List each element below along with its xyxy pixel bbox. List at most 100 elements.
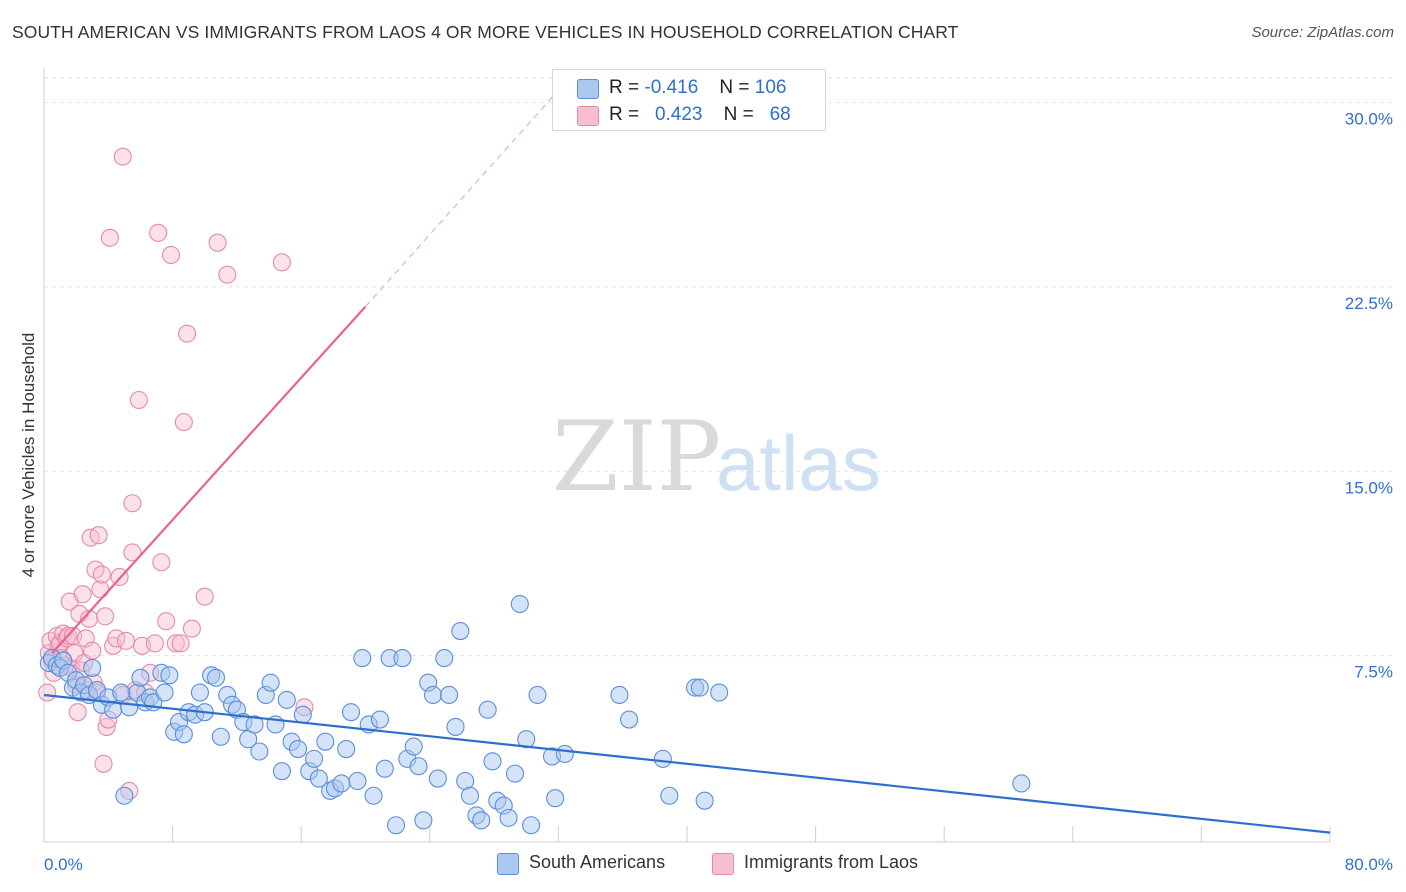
south-american-point	[404, 737, 423, 756]
south-american-point	[505, 764, 525, 783]
south-american-point	[446, 717, 465, 736]
laos-point	[152, 553, 171, 572]
laos-point	[92, 565, 111, 584]
south-american-point	[160, 666, 179, 685]
laos-point	[116, 631, 136, 650]
south-american-point	[393, 649, 412, 668]
south-american-point	[190, 683, 209, 702]
south-american-point	[341, 703, 361, 722]
laos-point	[83, 641, 102, 660]
laos-trend-extension	[365, 89, 559, 307]
laos-point	[100, 228, 119, 247]
y-tick-label: 30.0%	[1345, 110, 1393, 129]
south-american-point	[206, 668, 226, 687]
south-american-point	[710, 683, 729, 702]
south-american-point	[409, 757, 428, 776]
laos-point	[68, 703, 87, 722]
laos-point	[157, 612, 176, 631]
south-american-point	[353, 649, 372, 668]
south-american-point	[555, 744, 574, 764]
south-american-point	[386, 816, 406, 835]
axes	[43, 68, 1331, 843]
south-american-trend-line	[43, 693, 1331, 834]
south-american-point	[695, 791, 714, 810]
laos-point	[96, 607, 115, 626]
south-american-point	[451, 622, 470, 641]
south-american-point	[690, 678, 709, 697]
south-american-point	[546, 789, 565, 808]
x-tick-label: 80.0%	[1345, 855, 1393, 874]
pink-swatch	[712, 853, 734, 875]
south-american-point	[83, 658, 102, 677]
y-tick-label: 22.5%	[1345, 294, 1393, 313]
y-tick-label: 15.0%	[1345, 478, 1393, 497]
south-american-point	[155, 683, 174, 702]
south-american-point	[288, 740, 308, 759]
south-american-point	[370, 710, 390, 729]
laos-point	[38, 683, 57, 702]
south-american-point	[435, 649, 454, 668]
south-american-point	[510, 594, 529, 614]
y-axis-title: 4 or more Vehicles in Household	[19, 333, 38, 578]
source-label: Source: ZipAtlas.com	[1251, 24, 1394, 41]
laos-point	[89, 526, 108, 545]
laos-point	[166, 634, 185, 653]
south-american-point	[348, 771, 367, 791]
laos-point	[113, 147, 132, 166]
south-american-point	[332, 774, 351, 793]
south-american-point	[460, 786, 480, 805]
series-label: Immigrants from Laos	[744, 852, 919, 872]
laos-point	[161, 245, 181, 265]
south-american-point	[250, 742, 269, 761]
south-american-point	[309, 769, 328, 788]
south-american-point	[528, 685, 547, 705]
south-american-point	[414, 811, 433, 830]
laos-point	[129, 390, 148, 410]
south-american-point	[522, 816, 541, 835]
r-value: -0.416	[644, 77, 699, 98]
south-american-point	[660, 786, 679, 805]
south-american-point	[131, 668, 150, 687]
pink-swatch	[577, 106, 599, 126]
laos-point	[174, 413, 193, 432]
south-american-point	[472, 811, 491, 830]
south-american-point	[423, 685, 443, 705]
laos-point	[123, 543, 142, 562]
south-american-point	[272, 762, 291, 781]
laos-point	[171, 634, 190, 653]
south-american-point	[375, 759, 394, 778]
laos-point	[94, 754, 113, 773]
laos-trend-line	[51, 305, 367, 654]
laos-point	[79, 609, 99, 628]
laos-point	[218, 265, 237, 284]
series-label: South Americans	[529, 852, 666, 872]
laos-point	[272, 253, 291, 272]
south-american-point	[337, 740, 356, 759]
chart-title: SOUTH AMERICAN VS IMMIGRANTS FROM LAOS 4…	[12, 22, 959, 42]
n-label: N =	[723, 104, 754, 125]
south-american-point	[305, 749, 324, 768]
trend-lines	[43, 89, 1331, 834]
blue-swatch	[497, 853, 519, 875]
blue-swatch	[577, 79, 599, 99]
laos-point	[145, 634, 164, 653]
laos-point	[208, 233, 227, 252]
south-american-point	[610, 685, 629, 705]
south-american-point	[211, 727, 230, 746]
south-american-point	[1012, 774, 1031, 793]
x-tick-label: 0.0%	[44, 855, 83, 874]
gridlines	[44, 77, 1395, 657]
south-american-point	[261, 673, 280, 692]
south-american-point	[478, 700, 497, 719]
laos-point	[178, 324, 197, 343]
laos-point	[182, 619, 201, 638]
south-american-point	[428, 769, 447, 788]
south-american-point	[364, 786, 383, 805]
south-american-point	[277, 690, 296, 709]
laos-point	[195, 587, 214, 606]
south-american-point	[245, 715, 264, 734]
n-label: N =	[719, 77, 750, 98]
laos-point	[73, 585, 92, 604]
south-american-point	[620, 710, 639, 729]
